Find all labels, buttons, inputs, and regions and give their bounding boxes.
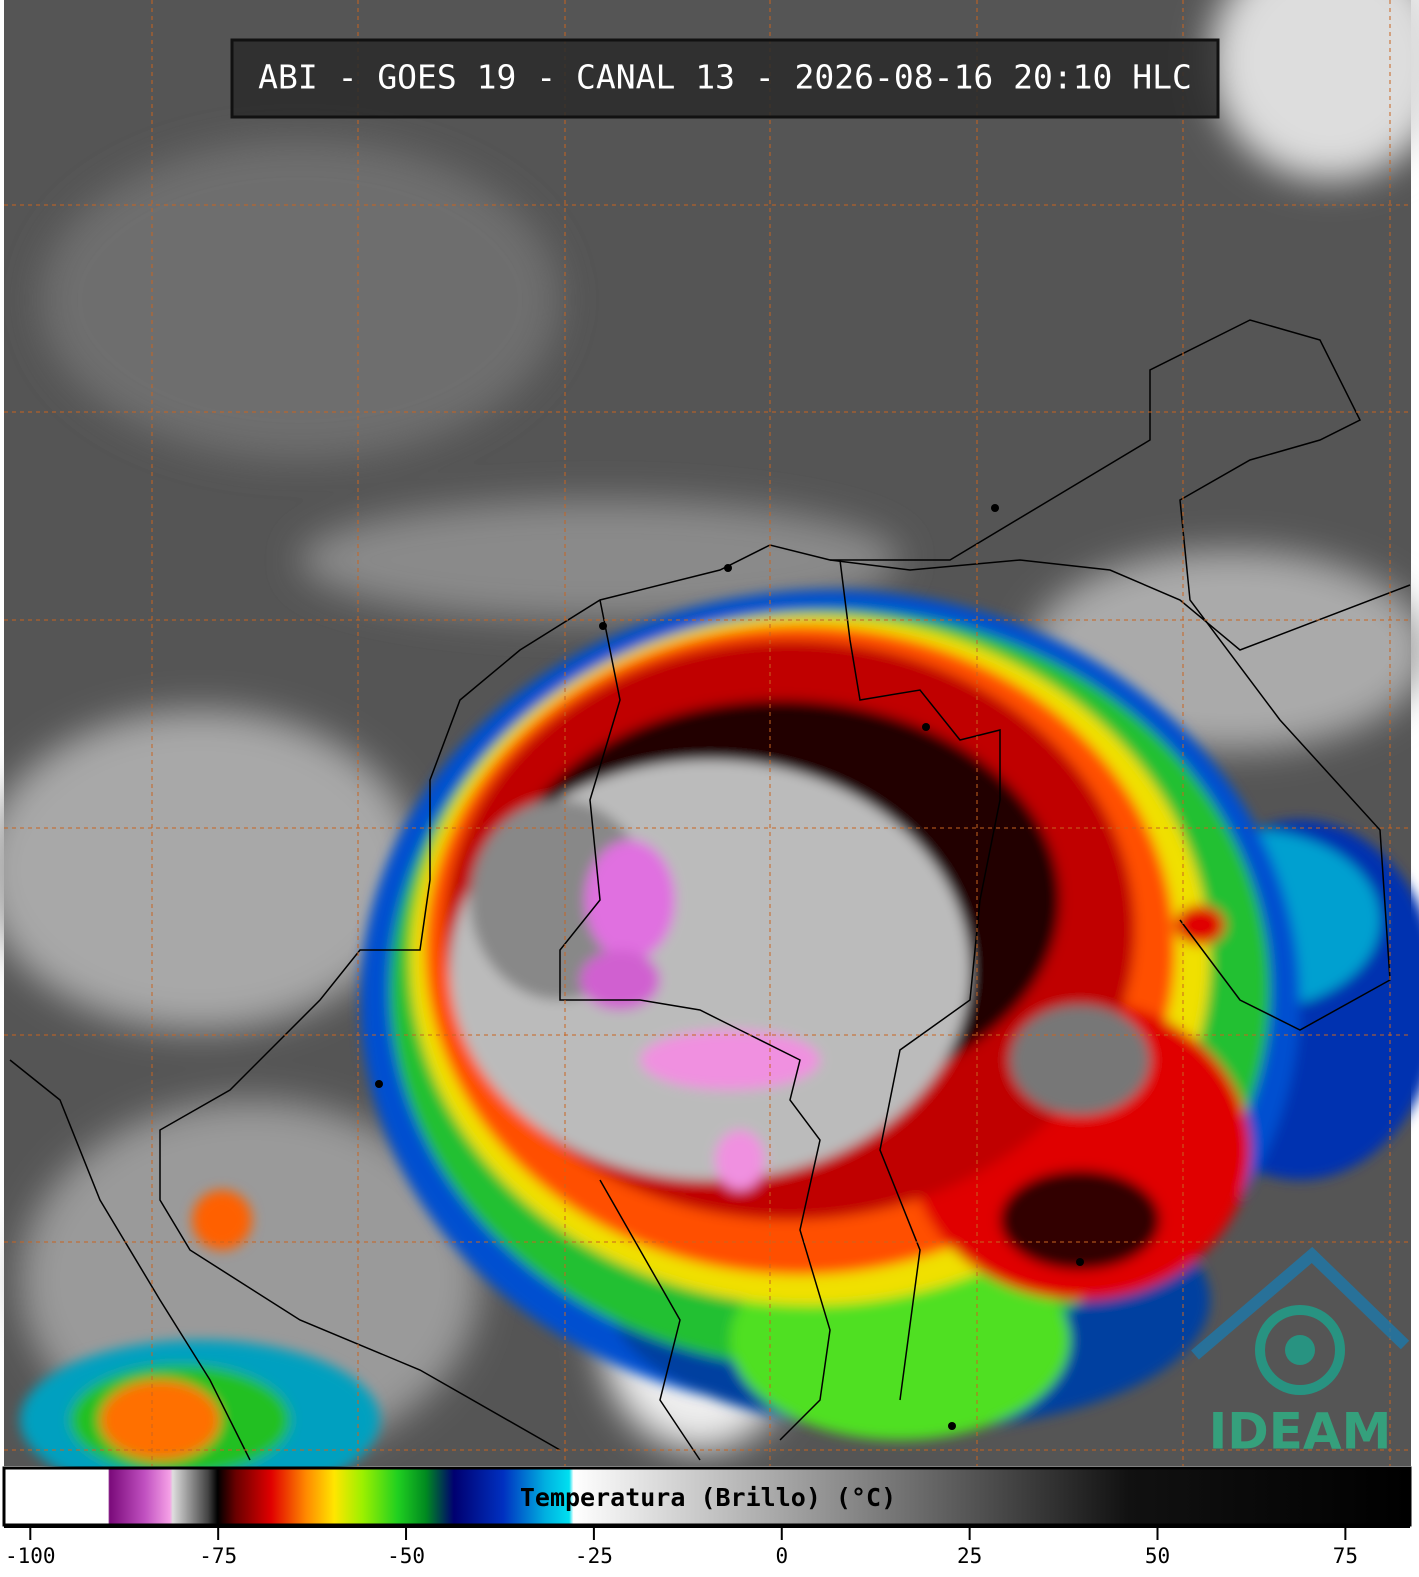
colorbar-label: Temperatura (Brillo) (°C) — [520, 1483, 896, 1512]
title: ABI - GOES 19 - CANAL 13 - 2026-08-16 20… — [258, 58, 1192, 97]
logo: IDEAM — [1191, 1246, 1410, 1461]
title-box — [230, 38, 1220, 119]
colorbar-tick-label: 25 — [957, 1544, 982, 1568]
coastlines — [9, 319, 1411, 1461]
colorbar-tick-label: 0 — [775, 1544, 788, 1568]
colorbar — [2, 1466, 1412, 1527]
colorbar-tick-label: 75 — [1333, 1544, 1358, 1568]
colorbar-tick-label: -25 — [575, 1544, 613, 1568]
graticule — [4, 0, 1411, 1466]
storm — [20, 590, 1419, 1500]
colorbar-tick-label: -50 — [387, 1544, 425, 1568]
cities — [375, 504, 1084, 1430]
colorbar-tick-label: -75 — [199, 1544, 237, 1568]
colorbar-tick-label: 50 — [1145, 1544, 1170, 1568]
logo-text: IDEAM — [1209, 1403, 1392, 1461]
colorbar-tick-label: -100 — [5, 1544, 56, 1568]
